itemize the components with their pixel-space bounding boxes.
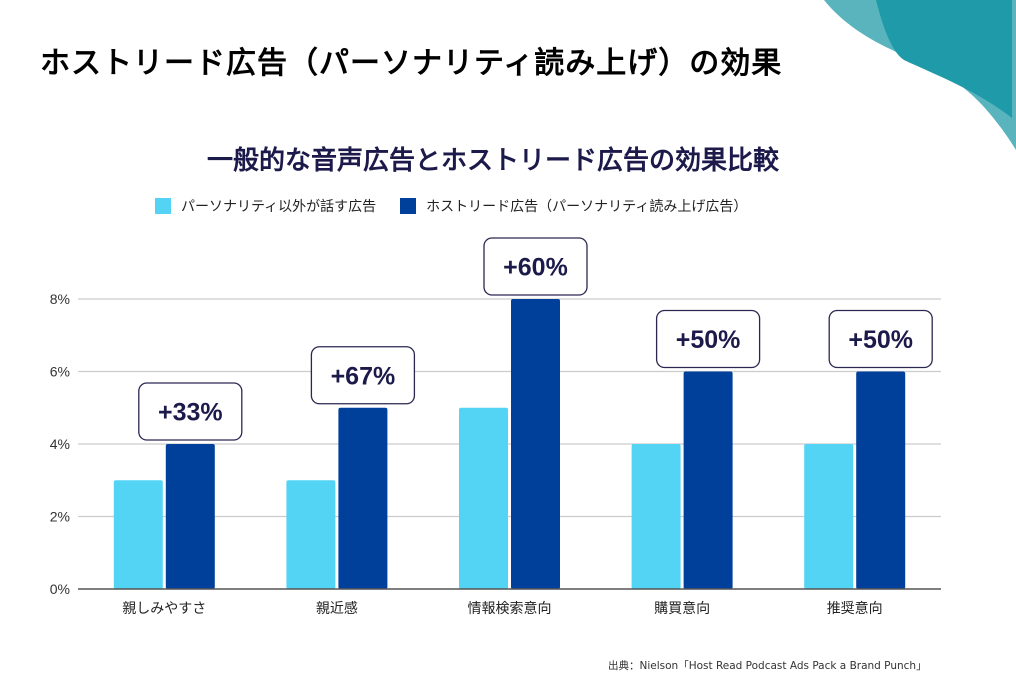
x-tick-label: 購買意向 (654, 600, 710, 617)
y-tick-label: 2% (50, 509, 70, 525)
callout-label: +50% (848, 326, 913, 354)
legend-item-host-read: ホストリード広告（パーソナリティ読み上げ広告） (400, 196, 747, 216)
callout-label: +33% (158, 399, 223, 427)
callout-label: +67% (331, 362, 396, 390)
bar-host-read (165, 444, 215, 589)
callout-box (483, 237, 588, 296)
bar-host-read (683, 371, 733, 589)
source-citation: 出典：Nielson「Host Read Podcast Ads Pack a … (608, 660, 927, 672)
x-tick-label: 親近感 (316, 600, 358, 617)
legend-item-general: パーソナリティ以外が話す広告 (155, 196, 376, 216)
legend-swatch-light (155, 198, 171, 214)
legend-label: パーソナリティ以外が話す広告 (181, 199, 377, 215)
bar-general (286, 480, 336, 589)
legend-swatch-dark (400, 198, 417, 214)
y-tick-label: 6% (50, 364, 70, 380)
corner-decoration (824, 0, 1016, 150)
legend-label: ホストリード広告（パーソナリティ読み上げ広告） (426, 199, 748, 215)
chart-legend: パーソナリティ以外が話す広告 ホストリード広告（パーソナリティ読み上げ広告） (155, 196, 771, 216)
bar-general (113, 480, 163, 589)
x-tick-label: 親しみやすさ (122, 601, 206, 617)
callout-box (310, 346, 416, 405)
bar-host-read (338, 407, 388, 589)
y-tick-label: 4% (50, 436, 70, 452)
bar-general (459, 407, 508, 589)
callout-label: +60% (503, 254, 568, 282)
page-title: ホストリード広告（パーソナリティ読み上げ）の効果 (40, 46, 783, 81)
corner-shape-dark (876, 0, 1012, 118)
bar-general (804, 444, 854, 589)
bar-general (631, 444, 681, 589)
chart-title: 一般的な音声広告とホストリード広告の効果比較 (206, 146, 779, 176)
y-tick-label: 0% (50, 581, 70, 597)
callout-box (828, 309, 933, 369)
y-tick-label: 8% (50, 291, 70, 307)
x-tick-label: 推奨意向 (827, 600, 883, 617)
callout-box (655, 309, 761, 369)
bar-host-read (856, 371, 906, 589)
x-tick-label: 情報検索意向 (468, 600, 552, 617)
callout-box (138, 382, 243, 441)
callout-label: +50% (676, 326, 741, 354)
bar-host-read (511, 299, 560, 589)
